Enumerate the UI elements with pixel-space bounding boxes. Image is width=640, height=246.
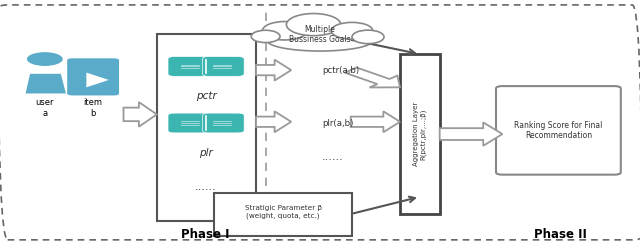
FancyBboxPatch shape — [67, 58, 119, 95]
Polygon shape — [440, 122, 502, 146]
Text: item
b: item b — [83, 100, 102, 119]
Text: Phase I: Phase I — [180, 228, 229, 241]
Text: plr: plr — [199, 148, 213, 157]
FancyBboxPatch shape — [202, 57, 244, 76]
Text: item
b: item b — [83, 98, 102, 118]
Polygon shape — [124, 102, 157, 127]
Text: Aggregation Layer
R(pctr,plr,...;β): Aggregation Layer R(pctr,plr,...;β) — [413, 102, 427, 166]
FancyBboxPatch shape — [202, 113, 244, 133]
Text: pctr: pctr — [196, 91, 216, 101]
Ellipse shape — [352, 30, 384, 44]
Text: user
a: user a — [36, 98, 54, 118]
Bar — [214, 193, 352, 236]
Circle shape — [27, 52, 63, 66]
FancyBboxPatch shape — [168, 57, 210, 76]
Text: Multiple
Bussiness Goals: Multiple Bussiness Goals — [289, 25, 351, 44]
Text: plr(a,b): plr(a,b) — [322, 119, 353, 127]
Polygon shape — [26, 74, 66, 93]
Polygon shape — [256, 60, 291, 80]
Text: Ranking Score for Final
Recommendation: Ranking Score for Final Recommendation — [514, 121, 603, 140]
Text: ......: ...... — [322, 153, 344, 162]
Polygon shape — [345, 68, 400, 88]
Polygon shape — [351, 111, 400, 132]
FancyBboxPatch shape — [496, 86, 621, 175]
FancyBboxPatch shape — [168, 113, 210, 133]
Text: Stratigic Parameter β
(weight, quota, etc.): Stratigic Parameter β (weight, quota, et… — [244, 205, 322, 219]
Polygon shape — [86, 73, 109, 87]
Ellipse shape — [262, 21, 307, 40]
Ellipse shape — [268, 30, 372, 51]
Bar — [400, 54, 440, 214]
Ellipse shape — [332, 22, 372, 39]
Text: Phase II: Phase II — [534, 228, 586, 241]
Polygon shape — [256, 111, 291, 132]
Text: pctr(a,b): pctr(a,b) — [322, 66, 359, 75]
Bar — [157, 34, 256, 221]
Ellipse shape — [287, 14, 341, 36]
Ellipse shape — [251, 30, 280, 43]
Text: ......: ...... — [195, 182, 217, 192]
